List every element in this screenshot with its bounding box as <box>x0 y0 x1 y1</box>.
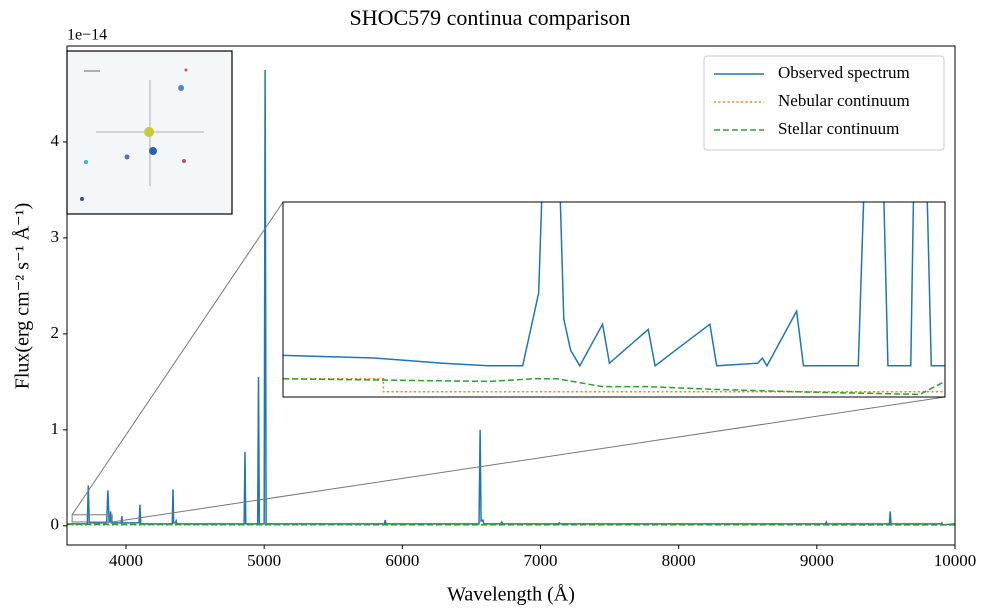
legend-label: Nebular continuum <box>778 91 910 110</box>
x-tick-label: 10000 <box>934 551 977 570</box>
thumbnail-image <box>66 50 233 215</box>
x-tick-label: 6000 <box>385 551 419 570</box>
series-line <box>283 378 945 396</box>
plot-area <box>67 69 955 526</box>
inset-plot <box>283 202 945 396</box>
zoom-connector <box>71 201 284 516</box>
legend-label: Stellar continuum <box>778 119 899 138</box>
legend-box <box>703 55 945 151</box>
y-offset-label: 1e−14 <box>67 27 107 44</box>
x-tick-label: 5000 <box>247 551 281 570</box>
x-tick-label: 7000 <box>523 551 557 570</box>
x-tick-label: 8000 <box>662 551 696 570</box>
y-tick-label: 3 <box>51 227 60 246</box>
y-tick-label: 0 <box>51 515 60 534</box>
zoom-connector <box>112 396 946 523</box>
axes-frame <box>66 45 956 546</box>
series-line <box>67 69 955 526</box>
legend-label: Observed spectrum <box>778 63 910 82</box>
inset-background <box>283 202 945 397</box>
y-tick-label: 1 <box>51 419 60 438</box>
y-tick-label: 4 <box>51 131 60 150</box>
y-tick-label: 2 <box>51 323 60 342</box>
x-tick-label: 4000 <box>109 551 143 570</box>
chart-title: SHOC579 continua comparison <box>349 5 630 30</box>
series-line <box>283 202 945 368</box>
x-tick-label: 9000 <box>800 551 834 570</box>
zoom-region <box>71 514 113 523</box>
inset-frame <box>282 201 946 398</box>
y-axis-label: Flux(erg cm⁻² s⁻¹ Å⁻¹) <box>12 203 34 390</box>
x-axis-label: Wavelength (Å) <box>447 584 575 606</box>
